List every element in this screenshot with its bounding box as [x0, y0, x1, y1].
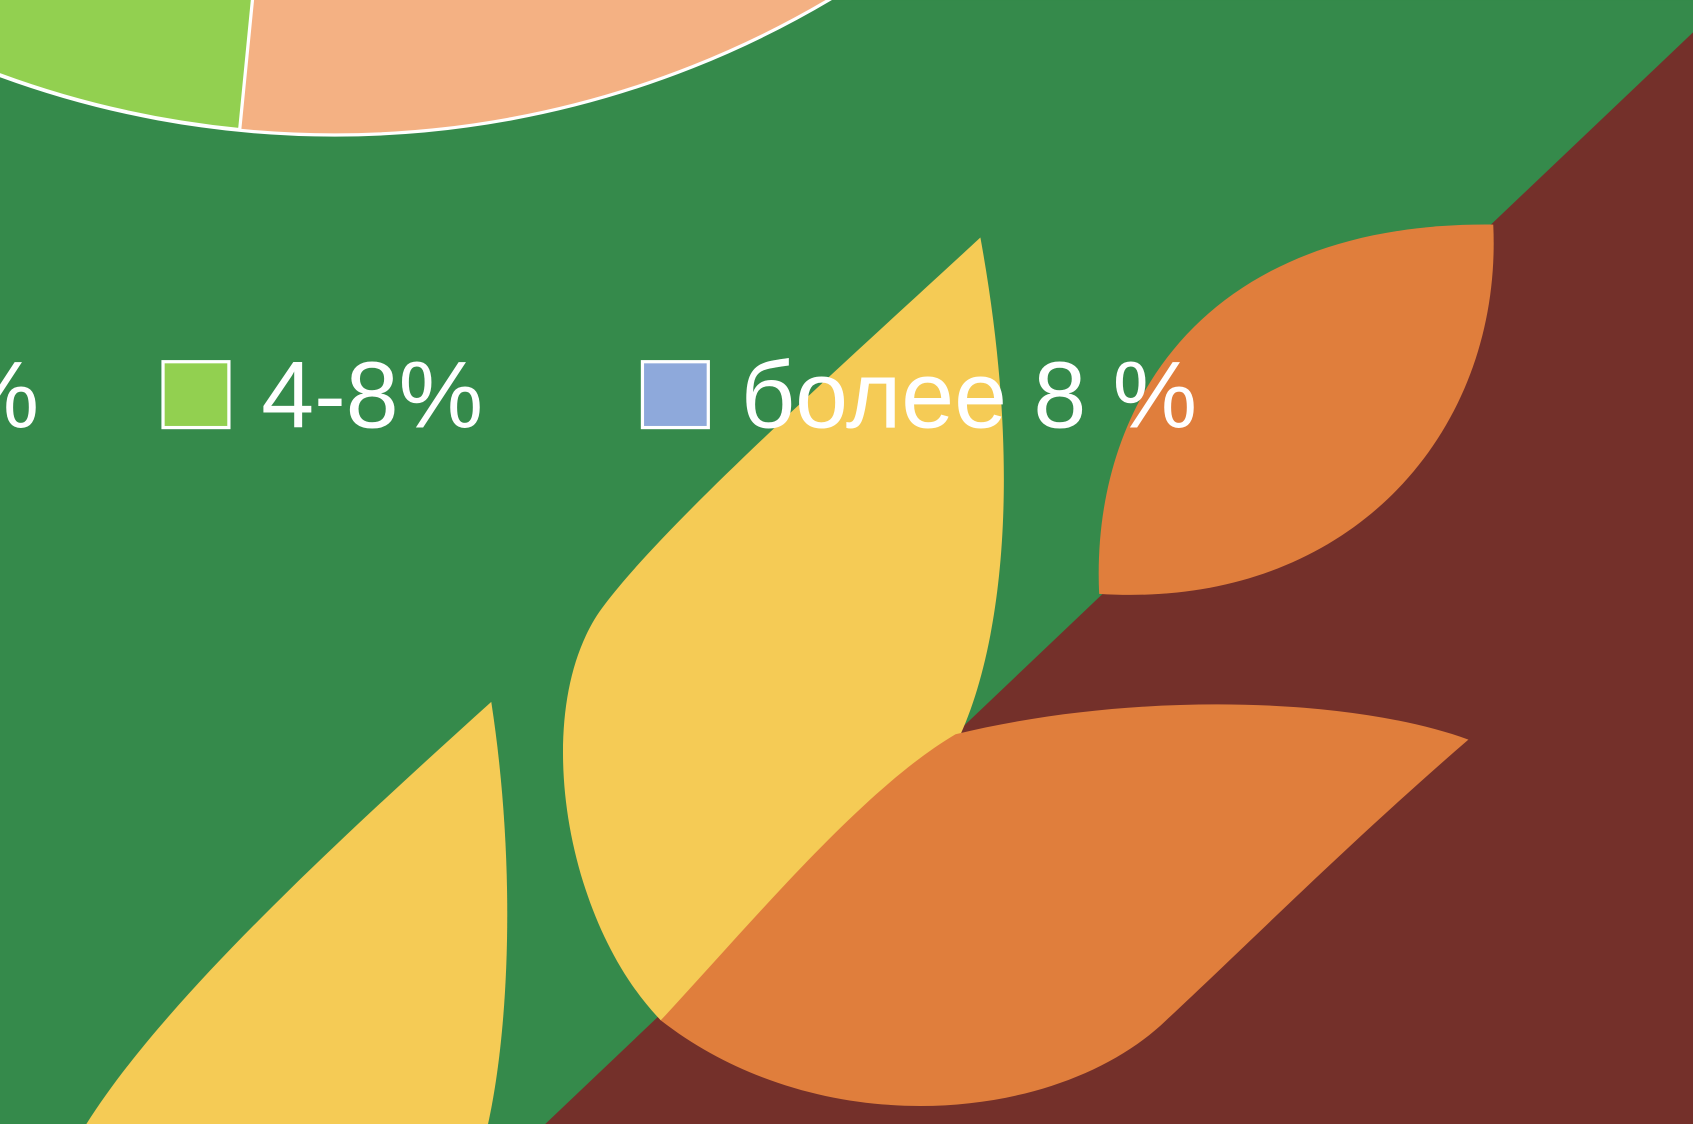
legend-label: 4-8%	[261, 343, 483, 449]
legend-swatch	[640, 360, 710, 430]
yellow-leaf	[86, 701, 508, 1124]
pie-fragment	[0, 0, 832, 137]
orange-leaf	[1098, 224, 1494, 595]
legend: % 4-8% более 8 %	[0, 343, 1197, 449]
legend-label: более 8 %	[741, 343, 1197, 449]
yellow-leaf	[563, 237, 1004, 1021]
pie-slice	[0, 0, 255, 132]
orange-leaf	[660, 704, 1469, 1106]
legend-swatch	[161, 360, 231, 430]
legend-label: %	[0, 343, 39, 449]
